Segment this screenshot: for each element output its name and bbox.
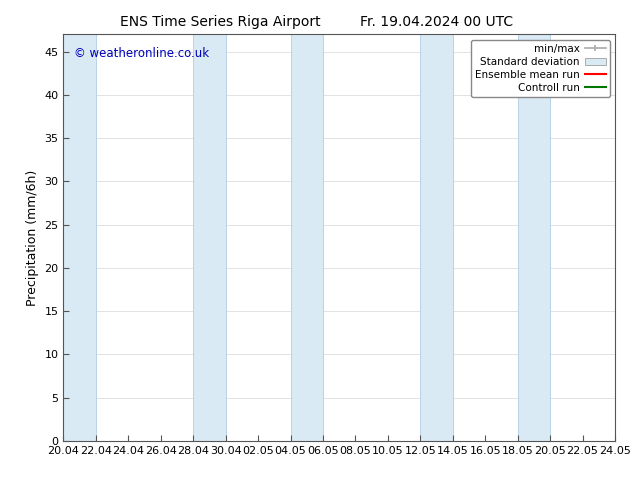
Bar bbox=[420, 34, 453, 441]
Legend: min/max, Standard deviation, Ensemble mean run, Controll run: min/max, Standard deviation, Ensemble me… bbox=[470, 40, 610, 97]
Y-axis label: Precipitation (mm/6h): Precipitation (mm/6h) bbox=[26, 170, 39, 306]
Bar bbox=[63, 34, 96, 441]
Bar bbox=[517, 34, 550, 441]
Text: © weatheronline.co.uk: © weatheronline.co.uk bbox=[74, 47, 210, 59]
Bar bbox=[290, 34, 323, 441]
Text: ENS Time Series Riga Airport         Fr. 19.04.2024 00 UTC: ENS Time Series Riga Airport Fr. 19.04.2… bbox=[120, 15, 514, 29]
Bar bbox=[193, 34, 226, 441]
